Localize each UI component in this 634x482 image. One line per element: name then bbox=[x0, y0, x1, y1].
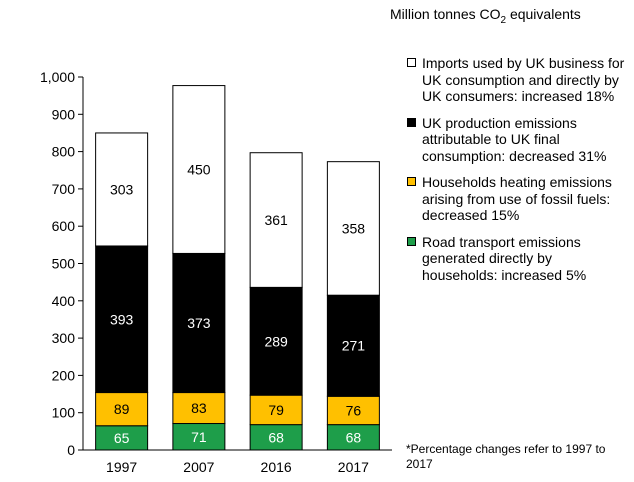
y-tick-label: 900 bbox=[52, 106, 76, 122]
data-label: 89 bbox=[114, 401, 130, 417]
bar-segment bbox=[95, 425, 149, 451]
legend-swatch bbox=[407, 58, 416, 67]
bar-segment bbox=[326, 294, 380, 397]
bar-segment bbox=[172, 252, 226, 394]
legend-item-imports: Imports used by UK business for UK consu… bbox=[406, 55, 630, 105]
legend-label: Households heating emissions arising fro… bbox=[422, 174, 612, 223]
bar-segment bbox=[249, 394, 303, 426]
data-label: 373 bbox=[187, 315, 211, 331]
data-label: 303 bbox=[110, 181, 134, 197]
y-tick-label: 700 bbox=[52, 181, 76, 197]
bar-segment bbox=[172, 423, 226, 451]
y-tick-label: 1,000 bbox=[40, 69, 75, 85]
data-label: 289 bbox=[264, 333, 288, 349]
data-label: 76 bbox=[346, 402, 362, 418]
legend-item-households-heating: Households heating emissions arising fro… bbox=[406, 174, 630, 224]
units-label: Million tonnes CO2 equivalents bbox=[390, 6, 581, 26]
data-label: 271 bbox=[342, 338, 366, 354]
data-label: 393 bbox=[110, 311, 134, 327]
legend-label: Road transport emissions generated direc… bbox=[422, 233, 587, 283]
bar-segment bbox=[172, 392, 226, 425]
legend-label: UK production emissions attributable to … bbox=[422, 114, 607, 164]
y-tick-label: 100 bbox=[52, 405, 76, 421]
footnote: *Percentage changes refer to 1997 to 201… bbox=[406, 442, 606, 471]
x-tick-label: 2016 bbox=[261, 459, 292, 475]
bar-segment bbox=[95, 392, 149, 427]
bar-segment bbox=[172, 85, 226, 254]
y-tick-label: 600 bbox=[52, 218, 76, 234]
data-label: 358 bbox=[342, 220, 366, 236]
legend-swatch bbox=[407, 117, 416, 127]
data-label: 361 bbox=[264, 212, 288, 228]
y-tick-label: 400 bbox=[52, 293, 76, 309]
data-label: 68 bbox=[268, 429, 284, 445]
bar-segment bbox=[95, 245, 149, 394]
legend-swatch bbox=[407, 177, 416, 186]
x-tick-label: 2007 bbox=[183, 459, 214, 475]
y-tick-label: 800 bbox=[52, 144, 76, 160]
bar-segment bbox=[95, 132, 149, 247]
y-tick-label: 200 bbox=[52, 367, 76, 383]
bar-segment bbox=[249, 424, 303, 451]
data-label: 65 bbox=[114, 430, 130, 446]
x-tick-label: 1997 bbox=[106, 459, 137, 475]
x-tick-label: 2017 bbox=[338, 459, 369, 475]
stacked-bar-chart: 0 100 200 300 400 500 600 700 800 900 1,000 65 89 393… bbox=[40, 69, 392, 475]
legend-item-road-transport: Road transport emissions generated direc… bbox=[406, 234, 630, 284]
legend-item-uk-production: UK production emissions attributable to … bbox=[406, 115, 630, 165]
legend: Imports used by UK business for UK consu… bbox=[406, 55, 630, 293]
y-tick-label: 0 bbox=[67, 442, 75, 458]
data-label: 83 bbox=[191, 400, 207, 416]
data-label: 79 bbox=[268, 402, 284, 418]
legend-swatch bbox=[407, 236, 416, 246]
bar-segment bbox=[326, 395, 380, 426]
data-label: 71 bbox=[191, 429, 207, 445]
bar-segment bbox=[249, 152, 303, 288]
bar-segment bbox=[326, 424, 380, 451]
bar-segment bbox=[326, 161, 380, 296]
y-tick-label: 500 bbox=[52, 256, 76, 272]
y-tick-label: 300 bbox=[52, 330, 76, 346]
data-label: 68 bbox=[346, 429, 362, 445]
legend-label: Imports used by UK business for UK consu… bbox=[422, 55, 625, 104]
data-label: 450 bbox=[187, 162, 211, 178]
